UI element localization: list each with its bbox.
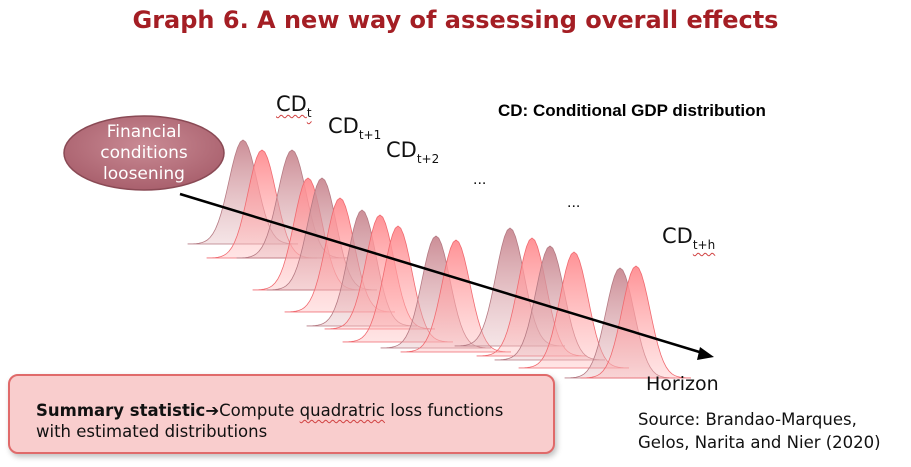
label-cd-t-plus-1: CDt+1 — [328, 114, 382, 142]
summary-arrow: ➔ — [205, 401, 220, 420]
summary-text-a: Compute — [219, 401, 300, 420]
horizon-axis — [179, 192, 714, 360]
graph-title: Graph 6. A new way of assessing overall … — [132, 6, 779, 34]
distribution-curve — [400, 239, 512, 353]
conditional-distribution-curves — [187, 139, 692, 379]
horizon-arrowhead — [697, 347, 714, 360]
source-note: Source: Brandao-Marques, Gelos, Narita a… — [638, 410, 881, 452]
horizon-axis-line — [179, 192, 707, 356]
summary-text-b: quadratric — [299, 401, 385, 420]
summary-box: Summary statistic➔Compute quadratric los… — [8, 374, 555, 454]
financial-conditions-oval — [63, 115, 225, 191]
label-cd-t-plus-h: CDt+h — [662, 224, 716, 252]
distribution-curve — [580, 265, 692, 379]
ellipsis-1: ... — [473, 171, 487, 188]
summary-text-c: loss functions with estimated distributi… — [36, 401, 504, 441]
label-cd-t-plus-2: CDt+2 — [386, 138, 440, 166]
ellipsis-2: ... — [567, 194, 581, 211]
financial-conditions-label: Financial conditions loosening — [100, 122, 188, 184]
horizon-label: Horizon — [646, 373, 719, 395]
label-cd-t: CDt — [276, 92, 312, 120]
cd-definition: CD: Conditional GDP distribution — [498, 101, 766, 120]
summary-bold: Summary statistic — [36, 401, 206, 420]
